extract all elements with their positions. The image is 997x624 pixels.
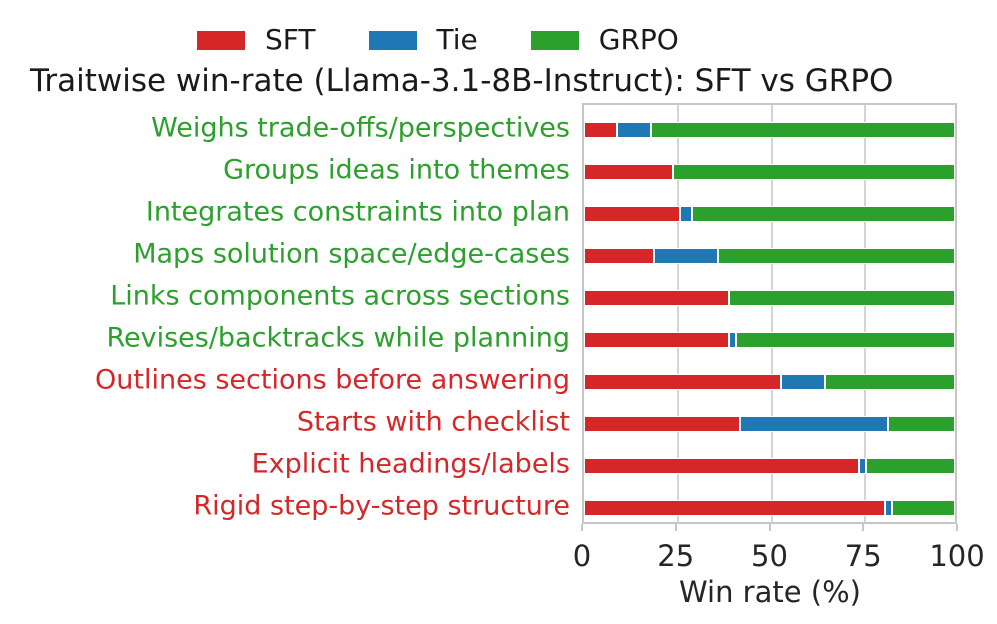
category-label: Groups ideas into themes <box>223 154 570 186</box>
bar-row <box>584 163 955 180</box>
bar-segment-sft <box>584 332 729 348</box>
gridline-25 <box>676 105 679 522</box>
bar-row <box>584 416 955 433</box>
bar-row <box>584 500 955 517</box>
bar-segment-sft <box>584 205 681 222</box>
bar-segment-sft <box>584 500 885 517</box>
bar-segment-sft <box>584 289 729 306</box>
legend-swatch-tie <box>368 30 417 50</box>
x-tick-label: 75 <box>844 539 882 573</box>
bar-row <box>584 205 955 222</box>
bar-row <box>584 121 955 138</box>
bar-segment-grpo <box>891 500 955 517</box>
bar-segment-tie <box>884 500 892 517</box>
bar-segment-grpo <box>736 332 955 348</box>
bar-segment-grpo <box>717 247 955 264</box>
bar-segment-grpo <box>691 205 955 222</box>
bar-row <box>584 458 955 475</box>
legend-label-sft: SFT <box>265 23 316 56</box>
bar-segment-tie <box>617 121 651 138</box>
x-tick-mark <box>768 524 771 531</box>
bar-row <box>584 289 955 306</box>
bar-segment-sft <box>584 374 781 391</box>
category-label: Links components across sections <box>110 280 570 312</box>
x-tick-mark <box>581 524 583 531</box>
bar-segment-tie <box>728 332 737 348</box>
bar-segment-grpo <box>888 416 955 433</box>
bar-segment-sft <box>584 247 655 264</box>
legend-swatch-grpo <box>530 30 579 50</box>
bar-segment-grpo <box>673 163 955 180</box>
x-tick-mark <box>956 524 958 531</box>
bar-row <box>584 332 955 348</box>
category-label: Explicit headings/labels <box>251 448 570 480</box>
bar-segment-tie <box>680 205 692 222</box>
x-axis-label: Win rate (%) <box>678 575 862 609</box>
legend-item-tie: Tie <box>368 23 478 56</box>
bar-row <box>584 374 955 391</box>
x-tick-label: 0 <box>572 539 592 573</box>
legend-item-sft: SFT <box>197 26 316 54</box>
gridline-50 <box>770 105 773 522</box>
category-label: Starts with checklist <box>296 406 570 438</box>
bar-segment-grpo <box>825 374 955 391</box>
legend-label-tie: Tie <box>436 23 478 56</box>
bar-segment-sft <box>584 163 674 180</box>
category-label: Revises/backtracks while planning <box>106 322 570 354</box>
bar-segment-sft <box>584 121 618 138</box>
legend-item-grpo: GRPO <box>530 23 679 56</box>
legend-swatch-sft <box>197 30 245 50</box>
bar-segment-tie <box>780 374 826 391</box>
category-label: Weighs trade-offs/perspectives <box>151 112 570 143</box>
bar-segment-sft <box>584 416 740 433</box>
chart-title: Traitwise win-rate (Llama-3.1-8B-Instruc… <box>30 63 894 99</box>
category-label: Outlines sections before answering <box>95 364 570 396</box>
legend-label-grpo: GRPO <box>598 23 679 56</box>
x-tick-mark <box>862 524 865 531</box>
bar-segment-tie <box>654 247 718 264</box>
category-label: Rigid step-by-step structure <box>193 490 570 522</box>
category-label: Integrates constraints into plan <box>145 196 570 228</box>
bar-segment-grpo <box>865 458 955 475</box>
bar-segment-tie <box>739 416 889 433</box>
bar-row <box>584 247 955 264</box>
plot-area <box>582 103 957 524</box>
bar-segment-grpo <box>650 121 955 138</box>
bar-segment-grpo <box>728 289 955 306</box>
x-tick-mark <box>674 524 677 531</box>
legend: SFT Tie GRPO <box>197 26 679 54</box>
x-tick-label: 50 <box>751 539 788 573</box>
x-tick-label: 100 <box>929 539 985 573</box>
x-tick-label: 25 <box>657 539 695 573</box>
bar-segment-sft <box>584 458 859 475</box>
gridline-75 <box>864 105 867 522</box>
bar-segment-tie <box>858 458 866 475</box>
category-label: Maps solution space/edge-cases <box>133 238 570 270</box>
